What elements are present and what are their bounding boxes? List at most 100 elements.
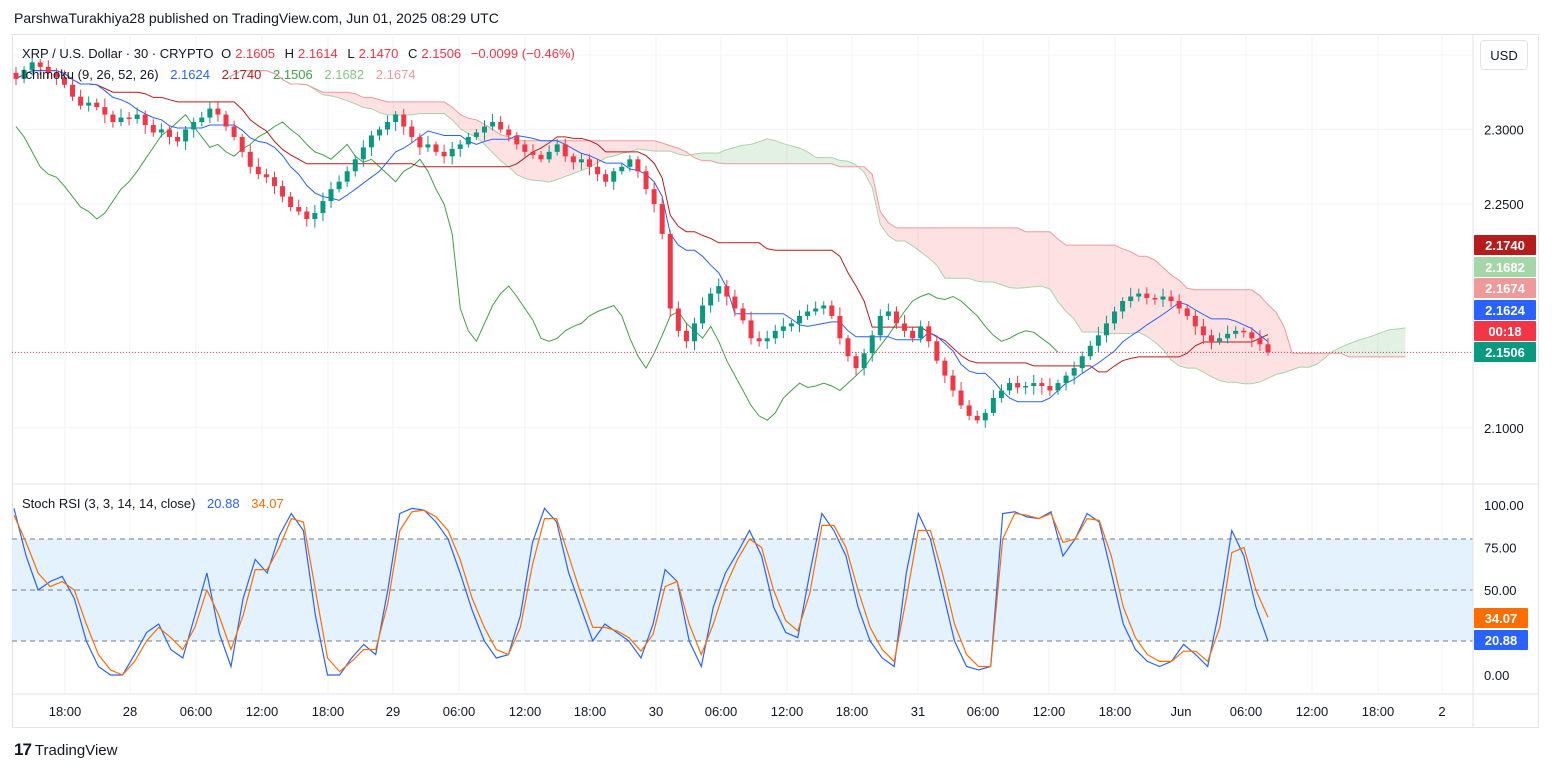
candle-body [659, 204, 665, 234]
stoch-legend[interactable]: Stoch RSI (3, 3, 14, 14, close) 20.88 34… [22, 496, 288, 511]
x-tick-label: 18:00 [1362, 704, 1395, 719]
cloud-segment [969, 227, 978, 282]
base-value: 2.1740 [221, 67, 262, 82]
cloud-segment [912, 227, 921, 252]
cloud-segment [1348, 340, 1357, 357]
candle-body [1241, 330, 1247, 333]
candle-body [788, 323, 794, 327]
cloud-segment [1219, 289, 1228, 383]
stoch-value-tag [1474, 608, 1528, 628]
cloud-segment [1276, 312, 1285, 375]
cloud-segment [1356, 338, 1365, 357]
price-label-text: 00:18 [1488, 324, 1521, 339]
candle-body [352, 159, 358, 172]
candle-body [126, 117, 132, 120]
candle-body [102, 107, 108, 115]
cloud-segment [767, 138, 776, 164]
cloud-segment [1300, 353, 1309, 368]
candle-body [457, 144, 463, 149]
tradingview-logo-icon: 17 [14, 740, 32, 759]
cloud-segment [387, 101, 396, 115]
stoch-y-tick-label: 50.00 [1484, 583, 1517, 598]
cloud-segment [1187, 288, 1196, 369]
chart-frame[interactable] [12, 34, 1539, 728]
candle-body [263, 174, 269, 178]
lagging-value: 2.1506 [272, 67, 313, 82]
candle-body [247, 151, 253, 167]
x-tick-label: 18:00 [49, 704, 82, 719]
cloud-segment [678, 148, 687, 156]
candle-body [1087, 345, 1093, 357]
candle-body [401, 114, 407, 127]
span-a-value: 2.1682 [324, 67, 365, 82]
stoch-y-tick-label: 0.00 [1484, 668, 1509, 683]
candle-body [409, 126, 415, 137]
candle-body [449, 148, 455, 157]
candle-body [893, 311, 899, 324]
candle-body [417, 136, 423, 148]
price-label-text: 2.1682 [1485, 260, 1525, 275]
cloud-segment [427, 101, 437, 114]
cloud-segment [759, 138, 768, 164]
cloud-segment [1066, 245, 1075, 319]
candle-body [53, 72, 59, 78]
x-tick-label: 29 [386, 704, 400, 719]
currency-button[interactable]: USD [1480, 40, 1528, 70]
cloud-segment [775, 140, 784, 164]
stoch-k-line [13, 507, 1269, 676]
publisher-header: ParshwaTurakhiya28 published on TradingV… [14, 10, 499, 26]
candle-body [586, 159, 592, 167]
cloud-segment [985, 227, 994, 282]
cloud-segment [1082, 245, 1091, 332]
candle-body [982, 412, 988, 421]
x-tick-label: 12:00 [771, 704, 804, 719]
candle-body [635, 159, 641, 172]
x-tick-label: 12:00 [246, 704, 279, 719]
candle-body [1144, 293, 1150, 299]
candle-body [360, 147, 366, 160]
candle-body [950, 375, 956, 391]
cloud-segment [1251, 289, 1260, 384]
cloud-segment [492, 129, 501, 161]
tradingview-logo[interactable]: 17 TradingView [14, 740, 117, 760]
candle-body [772, 330, 778, 339]
y-tick-label: 2.2500 [1484, 197, 1524, 212]
candle-body [61, 77, 67, 85]
candle-body [1023, 386, 1029, 388]
candle-body [183, 129, 189, 142]
candle-body [611, 171, 617, 182]
ichimoku-legend[interactable]: Ichimoku (9, 26, 52, 26) 2.1624 2.1740 2… [22, 67, 420, 82]
cloud-segment [1373, 332, 1382, 357]
y-tick-label: 2.3000 [1484, 122, 1524, 137]
cloud-segment [734, 145, 743, 164]
cloud-segment [339, 92, 348, 101]
candle-body [595, 166, 601, 175]
cloud-segment [1235, 289, 1244, 384]
candle-body [296, 207, 302, 212]
candle-body [29, 62, 35, 70]
candle-body [570, 156, 576, 163]
candle-body [199, 117, 205, 123]
candle-body [223, 114, 229, 127]
symbol-legend[interactable]: XRP / U.S. Dollar · 30 · CRYPTO O 2.1605 … [22, 46, 579, 61]
cloud-segment [629, 140, 638, 152]
price-label-tag [1474, 235, 1536, 255]
candle-body [546, 151, 552, 160]
cloud-segment [1268, 304, 1277, 379]
candle-body [175, 136, 181, 142]
candle-body [1128, 296, 1134, 302]
x-tick-label: Jun [1171, 704, 1192, 719]
cloud-segment [1227, 289, 1236, 383]
cloud-segment [1106, 245, 1115, 334]
x-tick-label: 06:00 [180, 704, 213, 719]
cloud-segment [605, 140, 614, 158]
candle-body [37, 62, 43, 67]
candle-body [1063, 375, 1069, 384]
price-label-tag [1474, 278, 1536, 298]
candle-body [990, 397, 996, 413]
x-tick-label: 06:00 [705, 704, 738, 719]
candle-body [716, 286, 722, 294]
candle-body [45, 66, 51, 73]
cloud-segment [1171, 274, 1180, 366]
